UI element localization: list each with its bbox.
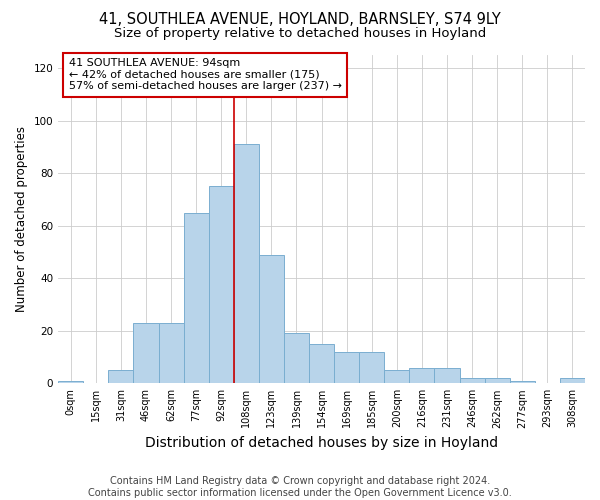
Bar xyxy=(334,352,359,384)
Bar xyxy=(158,323,184,384)
Bar xyxy=(209,186,234,384)
Bar xyxy=(284,334,309,384)
Text: 41 SOUTHLEA AVENUE: 94sqm
← 42% of detached houses are smaller (175)
57% of semi: 41 SOUTHLEA AVENUE: 94sqm ← 42% of detac… xyxy=(69,58,342,92)
Bar xyxy=(385,370,409,384)
Bar xyxy=(560,378,585,384)
Bar xyxy=(409,368,434,384)
Text: Size of property relative to detached houses in Hoyland: Size of property relative to detached ho… xyxy=(114,28,486,40)
Bar xyxy=(259,254,284,384)
Bar xyxy=(309,344,334,384)
X-axis label: Distribution of detached houses by size in Hoyland: Distribution of detached houses by size … xyxy=(145,436,498,450)
Bar xyxy=(234,144,259,384)
Y-axis label: Number of detached properties: Number of detached properties xyxy=(15,126,28,312)
Bar xyxy=(58,380,83,384)
Bar xyxy=(510,380,535,384)
Bar xyxy=(434,368,460,384)
Text: 41, SOUTHLEA AVENUE, HOYLAND, BARNSLEY, S74 9LY: 41, SOUTHLEA AVENUE, HOYLAND, BARNSLEY, … xyxy=(99,12,501,28)
Bar xyxy=(133,323,158,384)
Bar xyxy=(485,378,510,384)
Bar xyxy=(359,352,385,384)
Bar xyxy=(109,370,133,384)
Bar xyxy=(460,378,485,384)
Text: Contains HM Land Registry data © Crown copyright and database right 2024.
Contai: Contains HM Land Registry data © Crown c… xyxy=(88,476,512,498)
Bar xyxy=(184,212,209,384)
